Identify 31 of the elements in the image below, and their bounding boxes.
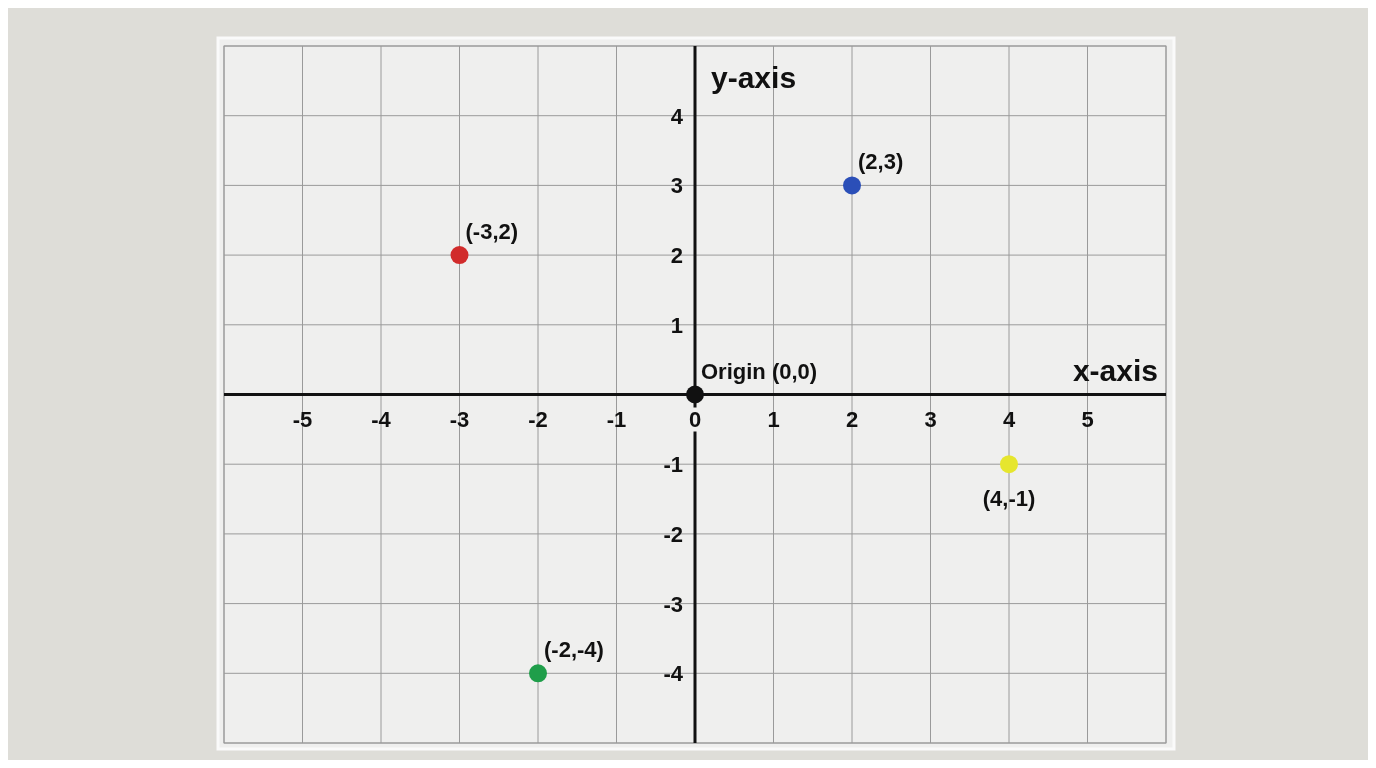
- y-tick-label: -2: [663, 521, 683, 547]
- point: [529, 664, 547, 683]
- y-tick-label: 4: [670, 103, 684, 129]
- y-tick-label: -4: [663, 661, 684, 687]
- y-tick-label: -1: [663, 452, 683, 478]
- x-tick-label: 1: [767, 406, 780, 432]
- x-tick-label: -4: [371, 406, 392, 432]
- y-tick-label: 3: [670, 173, 683, 199]
- x-tick-label: -5: [292, 406, 313, 432]
- x-tick-label: -2: [528, 406, 548, 432]
- annotation: (-2,-4): [544, 637, 604, 663]
- y-tick-label: 2: [670, 243, 683, 269]
- x-tick-label: -1: [606, 406, 627, 432]
- y-tick-label: -3: [663, 591, 683, 617]
- x-axis-title: x-axis: [1072, 353, 1158, 387]
- y-tick-label: 1: [670, 312, 683, 338]
- x-tick-label: 0: [688, 406, 702, 432]
- annotation: (-3,2): [465, 219, 519, 245]
- point: [686, 385, 704, 404]
- annotation: (2,3): [858, 149, 904, 175]
- x-tick-label: 4: [1002, 406, 1016, 432]
- annotation: (4,-1): [982, 486, 1036, 512]
- point: [1000, 455, 1018, 474]
- x-tick-label: 5: [1081, 406, 1094, 432]
- point: [843, 176, 861, 195]
- x-tick-label: 2: [845, 406, 859, 432]
- point: [450, 246, 469, 265]
- x-tick-label: 3: [924, 406, 937, 432]
- x-tick-label: -3: [449, 406, 470, 432]
- annotation: Origin (0,0): [701, 358, 818, 384]
- y-axis-title: y-axis: [711, 61, 797, 94]
